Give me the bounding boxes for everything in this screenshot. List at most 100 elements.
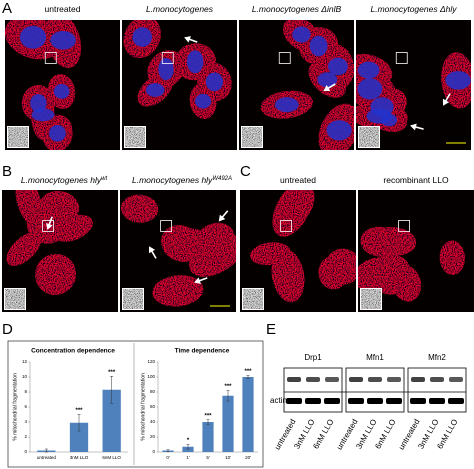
nucleus xyxy=(195,93,212,109)
actin-band xyxy=(286,398,302,404)
y-tick-label: 60 xyxy=(150,404,156,409)
micrograph xyxy=(5,20,120,150)
y-tick-label: 120 xyxy=(147,359,155,364)
protein-label: Mfn2 xyxy=(428,353,446,362)
panel-letter: A xyxy=(2,0,12,17)
image-label: L.monocytogenes ΔinlB xyxy=(252,4,342,14)
arrow xyxy=(218,210,229,222)
band xyxy=(368,377,382,382)
y-tick-label: 12 xyxy=(22,359,28,364)
nucleus xyxy=(327,57,348,76)
nucleus xyxy=(158,57,174,81)
inset-image xyxy=(242,127,262,147)
image-label: L.monocytogenes hlyW492A xyxy=(132,175,232,185)
significance: * xyxy=(187,438,190,444)
bar xyxy=(69,422,89,452)
error-bar xyxy=(166,449,170,452)
chart-title: Concentration dependence xyxy=(31,348,115,355)
x-tick-label: 10' xyxy=(225,455,231,460)
label-sup: W492A xyxy=(212,176,232,182)
scale-label: 25µm xyxy=(450,136,462,141)
band xyxy=(349,377,363,382)
label-text: L.monocytogenes Δhly xyxy=(370,4,457,14)
band xyxy=(306,377,320,382)
nucleus xyxy=(50,31,76,50)
x-tick-label: 1' xyxy=(186,455,190,460)
roi-box xyxy=(44,52,57,64)
y-tick-label: 10 xyxy=(22,374,28,379)
arrow-head xyxy=(46,223,53,230)
band xyxy=(449,377,463,382)
label-text: L.monocytogenes ΔinlB xyxy=(252,4,342,14)
nucleus xyxy=(49,124,66,142)
bar xyxy=(102,389,121,452)
inset-image xyxy=(125,127,145,147)
arrow-head xyxy=(410,123,417,131)
actin-band xyxy=(386,398,402,404)
blot-frame xyxy=(407,367,467,413)
arrow xyxy=(410,123,424,131)
arrow-head xyxy=(323,84,331,92)
y-tick-label: 2 xyxy=(24,434,27,439)
inset-image xyxy=(243,289,263,309)
arrow-head xyxy=(218,214,226,222)
micrograph xyxy=(122,20,237,150)
arrow xyxy=(148,246,157,259)
y-tick-label: 20 xyxy=(150,434,156,439)
actin-band xyxy=(305,398,321,404)
arrow xyxy=(194,277,208,284)
band xyxy=(430,377,444,382)
inset-image xyxy=(359,127,379,147)
significance: *** xyxy=(204,413,212,419)
arrow-head xyxy=(442,98,450,106)
image-label: L.monocytogenes hlywt xyxy=(21,175,108,185)
actin-band xyxy=(429,398,445,404)
blot-frame xyxy=(345,367,405,413)
panel-letter: E xyxy=(266,321,276,338)
roi-box xyxy=(161,52,174,64)
nucleus xyxy=(317,72,338,88)
chart-title: Time dependence xyxy=(175,348,230,355)
error-bar xyxy=(110,376,114,404)
nucleus xyxy=(186,50,204,74)
bar xyxy=(242,377,254,452)
arrow xyxy=(46,216,53,230)
actin-band xyxy=(367,398,383,404)
roi-box xyxy=(42,220,54,232)
y-tick-label: 0 xyxy=(24,449,27,454)
nucleus xyxy=(205,72,224,92)
scale-label: 25µm xyxy=(214,299,226,304)
nucleus xyxy=(357,61,380,79)
x-tick-label: 6nM LLO xyxy=(102,455,121,460)
roi-box xyxy=(160,220,173,232)
actin-band xyxy=(348,398,364,404)
y-axis-label: % mitochondrial fragmentation xyxy=(12,373,18,441)
roi-box xyxy=(278,52,291,64)
nucleus xyxy=(292,26,311,43)
panel-frame xyxy=(7,340,264,468)
error-bar xyxy=(186,444,190,450)
image-label: L.monocytogenes xyxy=(146,4,214,14)
roi-box xyxy=(280,220,293,232)
nucleus xyxy=(30,94,47,113)
roi-box xyxy=(395,52,408,64)
nucleus xyxy=(145,83,165,97)
y-tick-label: 8 xyxy=(24,389,27,394)
inset-image xyxy=(5,289,25,309)
panel-letter: B xyxy=(2,163,12,180)
arrow xyxy=(442,93,451,106)
label-text: recombinant LLO xyxy=(383,175,449,185)
band xyxy=(287,377,301,382)
band xyxy=(411,377,425,382)
nucleus xyxy=(309,35,328,57)
image-label: recombinant LLO xyxy=(383,175,449,185)
protein-label: Mfn1 xyxy=(366,353,384,362)
x-tick-label: 3nM LLO xyxy=(70,455,89,460)
actin-band xyxy=(448,398,464,404)
micrograph xyxy=(240,190,356,312)
error-bar xyxy=(226,390,230,402)
band xyxy=(387,377,401,382)
label-text: untreated xyxy=(280,175,316,185)
significance: *** xyxy=(224,384,232,390)
